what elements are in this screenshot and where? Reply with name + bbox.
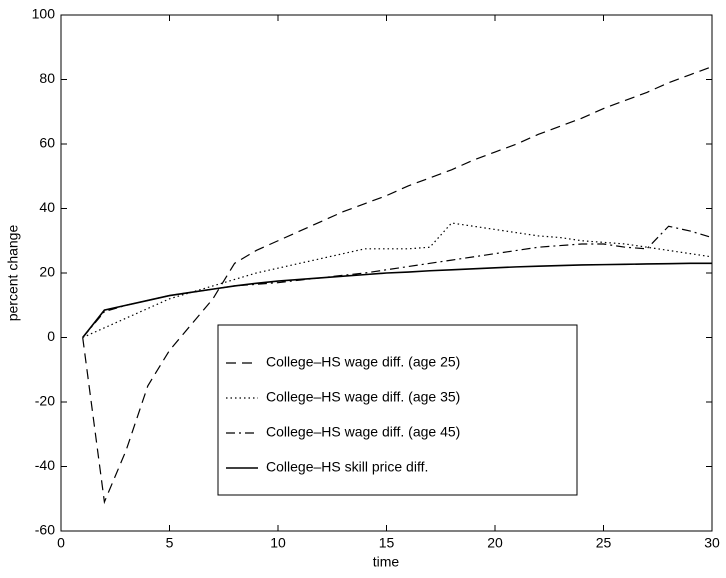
y-tick-label: -40 — [35, 457, 55, 473]
x-axis-label: time — [373, 554, 400, 570]
x-tick-label: 0 — [57, 535, 65, 551]
y-tick-label: 100 — [32, 6, 56, 22]
y-axis-label: percent change — [5, 225, 21, 322]
y-tick-label: 80 — [39, 70, 55, 86]
x-tick-label: 15 — [379, 535, 395, 551]
x-tick-label: 25 — [596, 535, 612, 551]
x-tick-label: 10 — [270, 535, 286, 551]
data-line — [82, 225, 713, 338]
x-tick-label: 30 — [704, 535, 720, 551]
legend-box — [217, 324, 578, 496]
legend-label: College–HS wage diff. (age 35) — [266, 389, 460, 405]
y-tick-label: -60 — [35, 522, 55, 538]
data-line — [82, 66, 713, 505]
y-tick-label: -20 — [35, 393, 55, 409]
y-tick-label: 40 — [39, 199, 55, 215]
legend-label: College–HS skill price diff. — [266, 459, 428, 475]
data-line — [82, 222, 713, 339]
legend-label: College–HS wage diff. (age 25) — [266, 354, 460, 370]
y-tick-label: 60 — [39, 135, 55, 151]
x-tick-label: 20 — [487, 535, 503, 551]
data-line — [82, 262, 712, 338]
legend-label: College–HS wage diff. (age 45) — [266, 424, 460, 440]
y-tick-label: 0 — [47, 328, 55, 344]
y-tick-label: 20 — [39, 264, 55, 280]
x-tick-label: 5 — [166, 535, 174, 551]
